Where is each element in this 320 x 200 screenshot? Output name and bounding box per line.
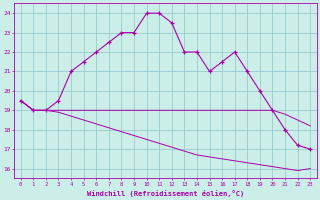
X-axis label: Windchill (Refroidissement éolien,°C): Windchill (Refroidissement éolien,°C) xyxy=(87,190,244,197)
